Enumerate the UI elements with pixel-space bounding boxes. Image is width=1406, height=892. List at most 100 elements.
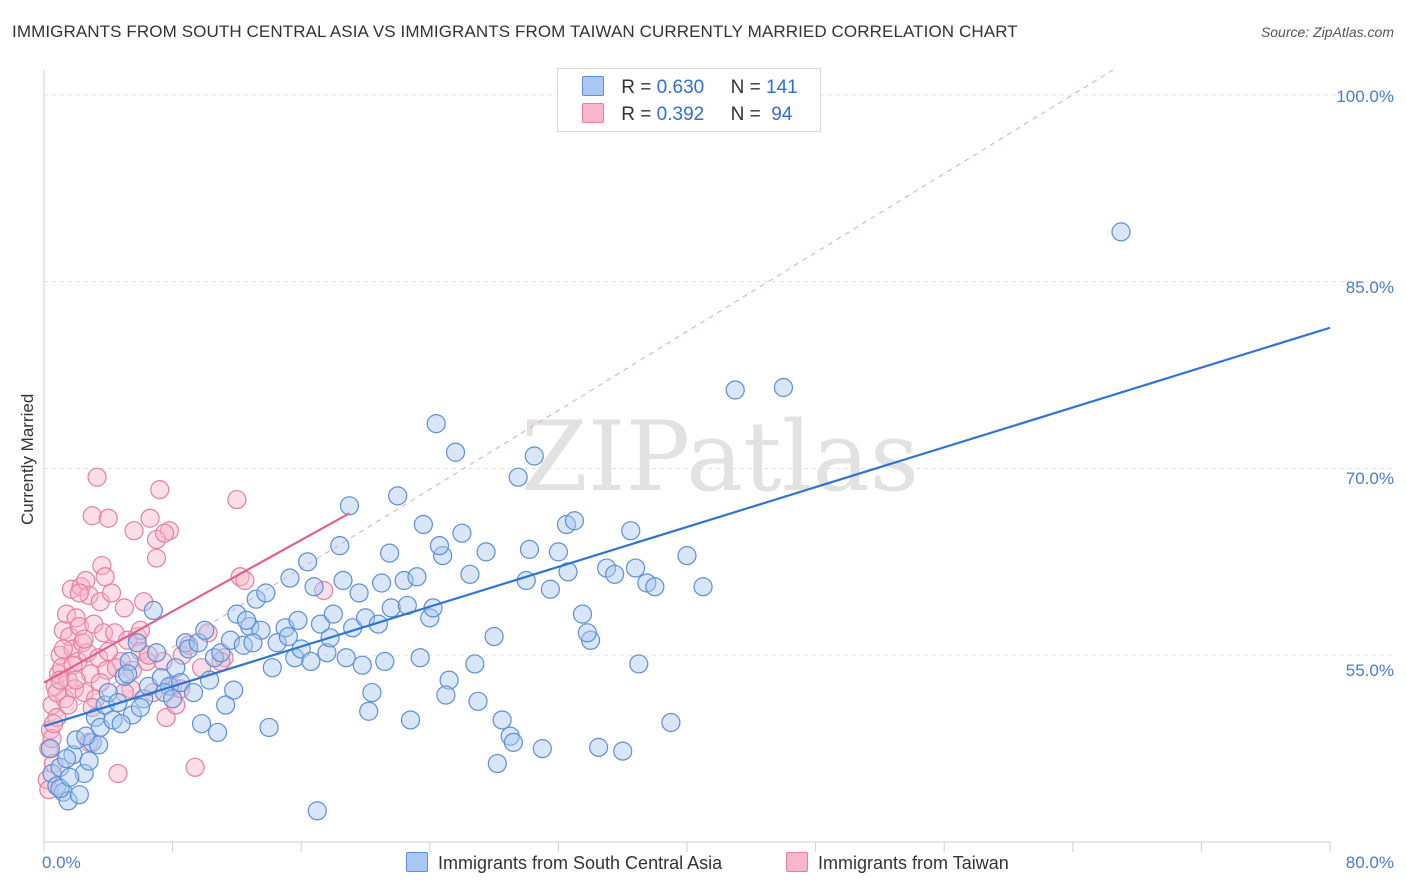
- scatter-point-blue: [564, 511, 585, 531]
- y-tick-label-85: 85.0%: [1345, 278, 1394, 297]
- scatter-point-pink: [47, 682, 67, 703]
- scatter-point-blue: [224, 680, 244, 700]
- scatter-point-blue: [362, 682, 382, 703]
- scatter-point-pink: [314, 580, 334, 601]
- scatter-point-blue: [492, 710, 512, 730]
- scatter-point-blue: [725, 380, 745, 400]
- scatter-point-blue: [410, 648, 430, 668]
- trend-lines: [43, 326, 1331, 728]
- scatter-point-blue: [304, 577, 324, 597]
- scatter-point-blue: [179, 639, 199, 659]
- scatter-point-pink: [53, 639, 73, 659]
- scatter-point-pink: [95, 567, 115, 587]
- scatter-point-blue: [220, 630, 241, 650]
- scatter-point-blue: [74, 763, 94, 784]
- scatter-point-blue: [400, 710, 421, 730]
- scatter-point-pink: [74, 629, 94, 649]
- scatter-point-blue: [532, 739, 552, 759]
- scatter-point-blue: [69, 785, 89, 805]
- bottom-legend-blue: Immigrants from South Central Asia: [406, 852, 722, 874]
- scatter-point-blue: [278, 626, 298, 647]
- scatter-point-blue: [436, 685, 456, 705]
- scatter-point-blue: [625, 558, 646, 578]
- scatter-point-blue: [163, 689, 183, 709]
- axes: [43, 70, 1331, 852]
- scatter-point-blue: [519, 539, 540, 559]
- scatter-point-blue: [548, 542, 569, 562]
- scatter-point-pink: [227, 489, 247, 510]
- scatter-point-blue: [621, 521, 641, 541]
- scatter-point-pink: [140, 508, 160, 528]
- scatter-point-pink: [124, 521, 144, 541]
- legend-r-label: R =: [621, 104, 652, 125]
- scatter-point-blue: [508, 467, 528, 487]
- scatter-point-pink: [58, 695, 78, 715]
- scatter-point-blue: [114, 666, 134, 686]
- bottom-legend-swatch-blue: [406, 852, 428, 872]
- scatter-point-blue: [336, 648, 356, 668]
- legend-n-value: 141: [766, 77, 798, 98]
- source-label: Source: ZipAtlas.com: [1260, 24, 1394, 40]
- scatter-point-blue: [693, 577, 713, 597]
- bottom-legend-swatch-pink: [786, 852, 808, 872]
- bottom-legend-label-pink: Immigrants from Taiwan: [818, 853, 1009, 873]
- scatter-point-pink: [56, 604, 77, 624]
- scatter-point-blue: [317, 643, 337, 663]
- scatter-point-pink: [138, 645, 159, 665]
- scatter-point-blue: [439, 670, 459, 690]
- scatter-point-pink: [42, 729, 62, 749]
- x-tick-label-0: 0.0%: [42, 853, 81, 872]
- scatter-point-blue: [339, 496, 360, 516]
- scatter-point-blue: [40, 739, 61, 759]
- scatter-point-pink: [76, 570, 96, 591]
- scatter-point-blue: [388, 486, 408, 506]
- watermark: ZIPatlas: [521, 401, 919, 513]
- bottom-legend-pink: Immigrants from Taiwan: [786, 852, 1009, 874]
- y-tick-label-70: 70.0%: [1345, 469, 1394, 488]
- scatter-point-blue: [413, 514, 433, 535]
- scatter-point-blue: [183, 682, 204, 703]
- scatter-point-blue: [236, 610, 257, 630]
- scatter-point-blue: [359, 701, 379, 721]
- scatter-point-blue: [259, 717, 279, 738]
- scatter-point-blue: [503, 732, 523, 752]
- scatter-point-pink: [150, 480, 170, 500]
- scatter-point-blue: [216, 695, 236, 715]
- legend-row-pink: R = 0.392 N = 94: [582, 103, 792, 125]
- scatter-point-pink: [198, 623, 218, 643]
- scatter-point-blue: [310, 614, 331, 634]
- scatter-point-blue: [323, 604, 343, 624]
- y-axis-title-text: Currently Married: [18, 393, 37, 525]
- scatter-point-blue: [127, 633, 147, 653]
- scatter-point-pink: [69, 583, 89, 603]
- scatter-point-blue: [524, 446, 544, 466]
- scatter-point-pink: [185, 757, 205, 777]
- scatter-point-blue: [1111, 222, 1131, 242]
- scatter-point-blue: [188, 633, 208, 653]
- scatter-point-blue: [256, 583, 276, 603]
- correlation-legend: R = 0.630 N = 141 R = 0.392 N = 94: [557, 68, 821, 132]
- legend-swatch-pink: [582, 103, 604, 123]
- scatter-point-blue: [130, 697, 151, 718]
- scatter-point-blue: [301, 651, 321, 672]
- scatter-point-blue: [381, 598, 401, 618]
- scatter-point-blue: [227, 604, 247, 624]
- scatter-point-pink: [101, 583, 122, 603]
- y-tick-label-55: 55.0%: [1345, 661, 1394, 680]
- scatter-point-blue: [330, 536, 350, 556]
- legend-swatch-blue: [582, 76, 604, 96]
- scatter-point-blue: [352, 655, 372, 675]
- scatter-point-blue: [645, 577, 665, 597]
- scatter-point-blue: [661, 712, 681, 733]
- scatter-point-blue: [484, 626, 504, 647]
- scatter-point-blue: [333, 570, 353, 591]
- scatter-point-blue: [204, 648, 224, 668]
- scatter-point-blue: [460, 564, 480, 584]
- scatter-point-blue: [368, 614, 388, 634]
- chart-title: IMMIGRANTS FROM SOUTH CENTRAL ASIA VS IM…: [12, 22, 1018, 41]
- scatter-point-blue: [465, 654, 485, 674]
- scatter-point-blue: [243, 633, 263, 653]
- legend-r-label: R =: [621, 77, 652, 98]
- scatter-point-blue: [191, 714, 212, 734]
- scatter-point-blue: [426, 414, 446, 434]
